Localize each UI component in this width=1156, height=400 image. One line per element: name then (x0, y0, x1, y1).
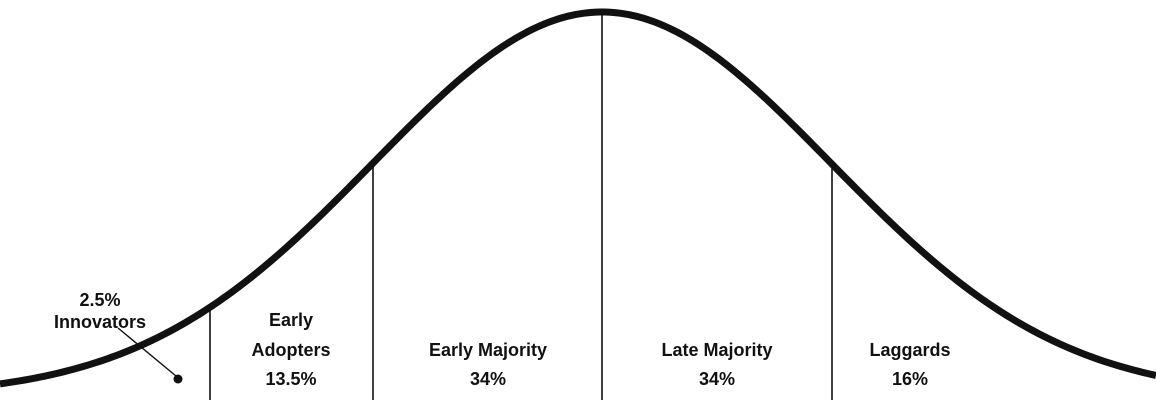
segment-share: 34% (470, 369, 506, 389)
dividers (209, 12, 833, 400)
leader-line (117, 327, 177, 377)
segment-name: Adopters (251, 340, 330, 360)
bell-curve (0, 8, 1156, 388)
segment-name: Late Majority (661, 340, 772, 360)
segment-name: Laggards (869, 340, 950, 360)
segment-share: 2.5% (79, 290, 120, 310)
segment-share: 13.5% (265, 369, 316, 389)
segment-name: Early Majority (429, 340, 547, 360)
leader-dot (173, 374, 183, 384)
segment-share: 34% (699, 369, 735, 389)
segment-share: 16% (892, 369, 928, 389)
segment-name: Innovators (54, 312, 146, 332)
segment-name: Early (269, 310, 313, 330)
